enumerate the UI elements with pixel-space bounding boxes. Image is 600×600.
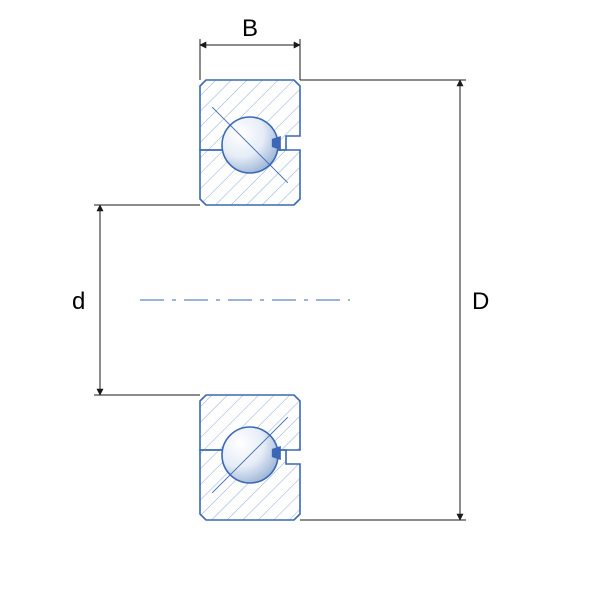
bearing-section-diagram <box>0 0 600 600</box>
label-d: d <box>72 288 85 316</box>
label-D: D <box>472 288 489 316</box>
label-B: B <box>242 15 258 43</box>
dimension-B <box>200 39 300 80</box>
